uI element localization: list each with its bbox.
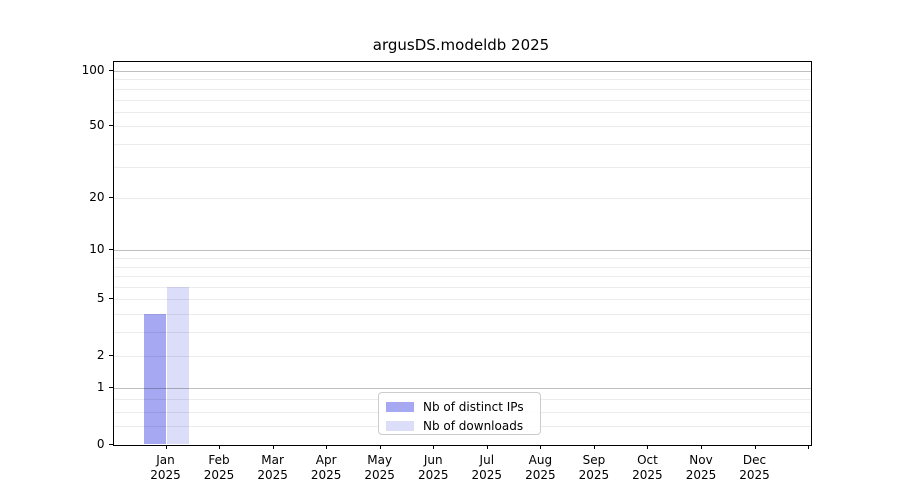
y-tick-mark	[108, 354, 113, 356]
plot-area	[112, 60, 812, 446]
y-gridline-minor	[113, 355, 811, 357]
y-gridline-minor	[113, 332, 811, 334]
y-gridline-major	[113, 250, 811, 252]
x-tick-mark	[272, 444, 274, 449]
legend: Nb of distinct IPs Nb of downloads	[378, 392, 541, 435]
y-tick-label: 2	[96, 347, 105, 362]
x-tick-mark	[433, 444, 435, 449]
x-tick-mark	[701, 444, 702, 449]
y-tick-label: 0	[96, 436, 105, 451]
y-gridline-major	[113, 71, 811, 72]
x-tick-mark	[593, 444, 595, 449]
x-tick-label: Feb 2025	[203, 452, 235, 482]
x-tick-label: Sep 2025	[578, 452, 610, 482]
y-gridline-minor	[113, 287, 811, 289]
x-tick-label: Aug 2025	[525, 452, 556, 482]
x-tick-mark	[165, 444, 167, 449]
y-tick-mark	[108, 298, 113, 300]
x-tick-label: Dec 2025	[739, 452, 770, 482]
y-tick-mark	[108, 387, 113, 389]
legend-entry: Nb of downloads	[386, 418, 532, 434]
legend-label: Nb of downloads	[423, 419, 524, 433]
x-tick-mark	[540, 444, 542, 449]
x-tick-label: Oct 2025	[632, 452, 663, 482]
y-gridline-minor	[113, 79, 811, 81]
y-tick-mark	[108, 443, 113, 445]
bar-nb-of-downloads	[166, 287, 189, 445]
y-tick-label: 10	[89, 242, 105, 257]
y-gridline-minor	[113, 266, 811, 268]
x-tick-label: Mar 2025	[257, 452, 288, 482]
y-gridline-minor	[113, 111, 811, 113]
y-gridline-minor	[113, 99, 811, 101]
y-tick-label: 20	[89, 190, 105, 205]
x-tick-mark	[754, 444, 756, 449]
y-gridline-minor	[113, 314, 811, 316]
chart-title: argusDS.modeldb 2025	[372, 36, 550, 54]
legend-swatch-distinct-ips	[386, 402, 414, 412]
y-tick-label: 100	[81, 63, 105, 77]
legend-entry: Nb of distinct IPs	[386, 399, 532, 415]
y-tick-label: 50	[89, 118, 105, 133]
y-tick-label: 5	[96, 291, 105, 306]
x-tick-mark	[647, 444, 649, 449]
bar-nb-of-distinct-ips	[144, 314, 167, 445]
legend-label: Nb of distinct IPs	[423, 400, 524, 414]
y-gridline-minor	[113, 198, 811, 200]
y-tick-mark	[108, 249, 113, 251]
y-tick-mark	[108, 125, 113, 127]
x-tick-mark	[808, 444, 810, 449]
x-tick-mark	[379, 444, 381, 449]
x-tick-mark	[326, 444, 328, 449]
legend-swatch-downloads	[386, 421, 414, 431]
y-gridline-minor	[113, 126, 811, 128]
x-tick-mark	[486, 444, 488, 449]
x-tick-label: Nov 2025	[685, 452, 717, 482]
x-tick-label: Jan 2025	[150, 452, 181, 482]
y-tick-label: 1	[96, 380, 105, 395]
y-gridline-minor	[113, 258, 811, 260]
y-gridline-minor	[113, 143, 811, 145]
y-gridline-minor	[113, 299, 811, 301]
y-tick-mark	[108, 70, 113, 71]
x-tick-mark	[219, 444, 221, 449]
x-tick-label: Jul 2025	[471, 452, 503, 482]
y-gridline-minor	[113, 88, 811, 90]
x-tick-label: Apr 2025	[310, 452, 342, 482]
y-gridline-minor	[113, 166, 811, 168]
y-gridline-minor	[113, 276, 811, 278]
y-gridline-major	[113, 388, 811, 390]
x-tick-label: May 2025	[364, 452, 395, 482]
y-tick-mark	[108, 197, 113, 199]
x-tick-label: Jun 2025	[417, 452, 449, 482]
